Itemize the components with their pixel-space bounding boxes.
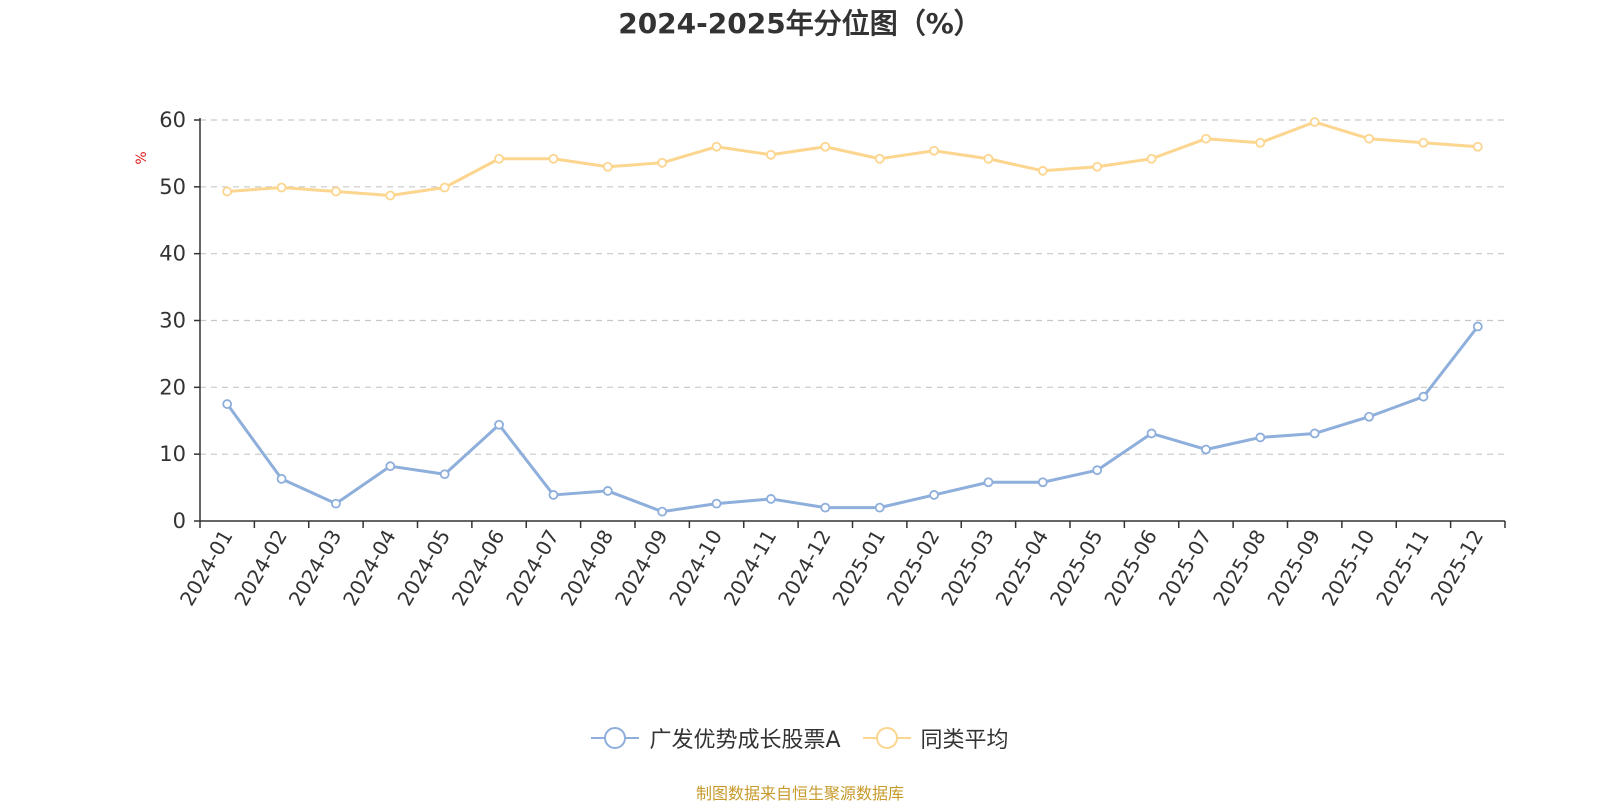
data-point-series-1 [1255, 137, 1266, 148]
data-point-series-0 [439, 469, 450, 480]
x-tick-label: 2024-03 [284, 526, 347, 610]
data-point-series-0 [1364, 411, 1374, 422]
data-point-series-0 [1201, 444, 1211, 455]
data-point-series-1 [929, 145, 939, 156]
chart-title: 2024-2025年分位图（%） [618, 7, 982, 40]
data-point-series-1 [1146, 153, 1157, 164]
data-point-series-0 [1309, 428, 1320, 439]
data-point-series-1 [874, 153, 885, 164]
x-tick-label: 2025-01 [827, 526, 890, 610]
data-point-series-1 [657, 157, 668, 168]
x-tick-label: 2024-04 [338, 526, 401, 610]
x-tick-label: 2025-05 [1045, 526, 1108, 610]
data-point-series-0 [657, 506, 668, 517]
y-tick-label: 60 [159, 108, 186, 132]
y-tick-label: 10 [159, 442, 186, 466]
x-tick-label: 2024-11 [719, 526, 782, 610]
x-tick-label: 2024-02 [229, 526, 292, 610]
data-point-series-1 [222, 186, 233, 197]
data-point-series-0 [1418, 391, 1429, 402]
data-point-series-0 [929, 490, 939, 500]
legend-marker-fund-icon [591, 727, 640, 749]
data-point-series-0 [1146, 428, 1157, 439]
data-point-series-0 [494, 419, 504, 430]
y-tick-label: 30 [159, 309, 186, 333]
data-point-series-0 [385, 461, 396, 472]
data-point-series-1 [1418, 137, 1429, 148]
data-point-series-0 [983, 477, 994, 488]
data-point-series-1 [766, 149, 776, 160]
legend-label-fund: 广发优势成长股票A [649, 728, 841, 753]
data-point-series-0 [711, 498, 722, 509]
data-point-series-1 [1309, 117, 1320, 127]
data-point-series-0 [331, 498, 341, 509]
x-tick-label: 2024-09 [610, 526, 673, 610]
data-point-series-1 [276, 182, 287, 193]
x-tick-label: 2025-06 [1099, 526, 1162, 610]
data-point-series-1 [602, 161, 613, 172]
legend: 广发优势成长股票A 同类平均 [0, 722, 1600, 754]
x-tick-label: 2024-07 [501, 526, 564, 610]
legend-item-fund[interactable]: 广发优势成长股票A [591, 722, 841, 754]
x-tick-label: 2024-08 [556, 526, 619, 610]
x-tick-label: 2025-10 [1317, 526, 1380, 610]
y-tick-label: 0 [173, 509, 186, 533]
data-point-series-0 [602, 486, 613, 496]
data-point-series-1 [1472, 141, 1483, 152]
x-tick-label: 2025-03 [936, 526, 999, 610]
data-point-series-0 [874, 502, 885, 513]
x-tick-label: 2024-10 [664, 526, 727, 610]
data-point-series-1 [494, 153, 504, 164]
data-point-series-0 [1255, 432, 1266, 443]
y-tick-label: 40 [159, 242, 186, 266]
x-tick-label: 2025-04 [991, 526, 1054, 610]
data-point-series-0 [766, 494, 776, 504]
x-tick-label: 2025-09 [1262, 526, 1325, 610]
x-tick-label: 2025-02 [882, 526, 945, 610]
legend-label-average: 同类平均 [920, 728, 1009, 753]
data-point-series-0 [1472, 321, 1483, 332]
data-point-series-0 [222, 399, 233, 409]
data-point-series-1 [1037, 165, 1048, 176]
y-tick-label: 20 [159, 375, 186, 399]
data-point-series-1 [331, 186, 341, 197]
legend-marker-average-icon [862, 727, 911, 749]
series-line-0 [225, 325, 1480, 514]
x-tick-label: 2025-08 [1208, 526, 1271, 610]
x-tick-label: 2025-12 [1426, 526, 1489, 610]
data-point-series-0 [548, 490, 559, 500]
data-point-series-0 [820, 502, 831, 513]
y-tick-label: 50 [159, 175, 186, 199]
data-point-series-1 [711, 141, 722, 152]
x-tick-label: 2024-12 [773, 526, 836, 610]
data-point-series-1 [1364, 133, 1374, 144]
data-point-series-1 [1201, 133, 1211, 144]
data-point-series-1 [439, 182, 450, 193]
data-point-series-0 [1092, 465, 1103, 476]
data-point-series-1 [820, 141, 831, 152]
series-line-1 [225, 120, 1480, 198]
data-point-series-1 [548, 153, 559, 164]
x-tick-label: 2024-05 [392, 526, 455, 610]
x-tick-label: 2024-01 [175, 526, 238, 610]
data-point-series-1 [1092, 161, 1103, 172]
x-tick-label: 2024-06 [447, 526, 510, 610]
data-point-series-1 [983, 153, 994, 164]
data-point-series-0 [276, 473, 287, 484]
x-tick-label: 2025-07 [1154, 526, 1217, 610]
x-tick-label: 2025-11 [1371, 526, 1434, 610]
data-point-series-1 [385, 190, 396, 201]
data-point-series-0 [1037, 477, 1048, 488]
y-axis-label: % [134, 151, 150, 164]
legend-item-average[interactable]: 同类平均 [862, 722, 1009, 754]
data-source-note: 制图数据来自恒生聚源数据库 [695, 784, 904, 803]
